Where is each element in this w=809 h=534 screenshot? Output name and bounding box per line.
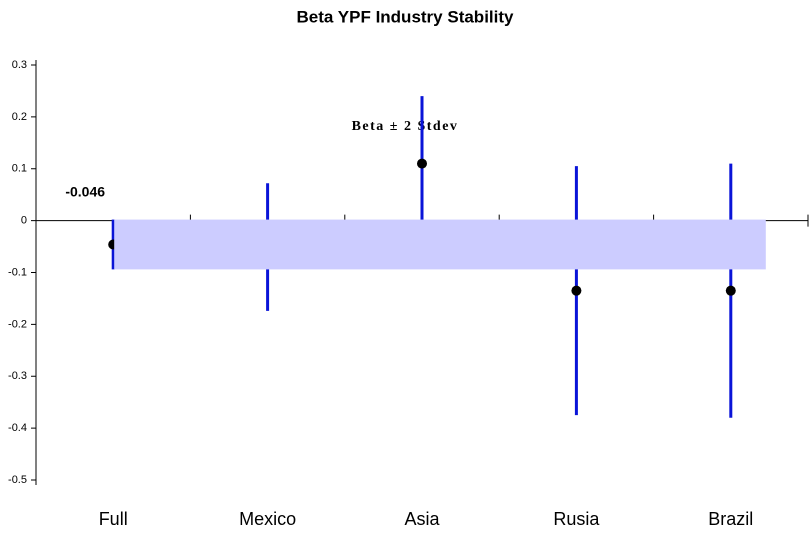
y-tick-label: -0.3: [8, 370, 27, 382]
x-tick-label: Mexico: [239, 509, 296, 529]
point: [725, 285, 736, 296]
x-tick-label: Asia: [404, 509, 440, 529]
y-tick-label: 0.2: [12, 111, 27, 123]
y-tick-label: 0.3: [12, 59, 27, 71]
x-tick-label: Full: [99, 509, 128, 529]
y-tick-label: -0.1: [8, 266, 27, 278]
y-tick-label: 0.1: [12, 163, 27, 175]
x-tick-label: Rusia: [553, 509, 600, 529]
y-tick-label: 0: [21, 215, 27, 227]
annotation: Beta ± 2 Stdev: [352, 119, 459, 134]
y-tick-label: -0.5: [8, 474, 27, 486]
point: [417, 158, 427, 169]
data-label: -0.046: [65, 183, 105, 199]
x-tick-label: Brazil: [708, 509, 753, 529]
y-tick-label: -0.2: [8, 318, 27, 330]
chart-title: Beta YPF Industry Stability: [297, 7, 515, 26]
reference-band: [114, 219, 766, 270]
y-tick-label: -0.4: [8, 422, 27, 434]
point: [571, 285, 582, 296]
